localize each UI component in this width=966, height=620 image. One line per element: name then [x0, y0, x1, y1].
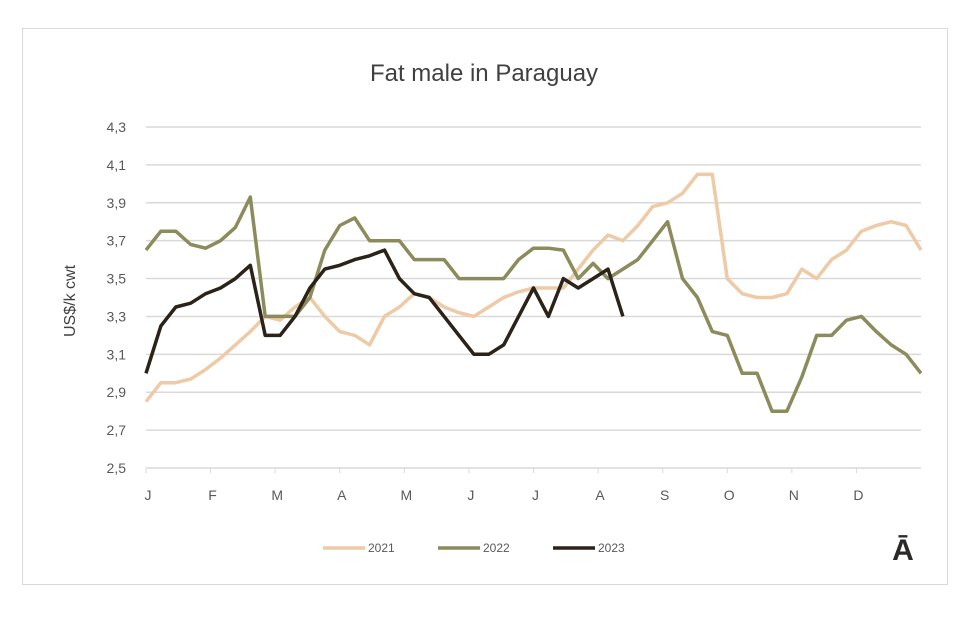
x-tick-label: D: [853, 487, 863, 503]
x-tick-label: S: [660, 487, 669, 503]
legend-label: 2023: [598, 541, 625, 555]
y-tick-label: 3,5: [107, 271, 127, 287]
y-axis-label: US$/k cwt: [62, 264, 79, 337]
x-tick-label: O: [724, 487, 735, 503]
legend-label: 2021: [368, 541, 395, 555]
y-tick-label: 4,3: [107, 119, 127, 135]
x-tick-label: N: [789, 487, 799, 503]
x-tick-label: J: [467, 487, 474, 503]
x-tick-label: A: [337, 487, 347, 503]
y-tick-label: 3,3: [107, 308, 127, 324]
brand-logo: Ā: [892, 534, 914, 567]
chart-frame: Fat male in Paraguay US$/k cwt 2,5 2,7 2,9…: [22, 28, 948, 585]
legend-label: 2022: [483, 541, 510, 555]
y-tick-label: 4,1: [107, 157, 127, 173]
x-tick-label: M: [271, 487, 283, 503]
x-tick-label: M: [400, 487, 412, 503]
chart-title: Fat male in Paraguay: [370, 60, 598, 87]
series-line-2022: [144, 195, 923, 413]
y-tick-label: 2,9: [107, 384, 127, 400]
x-tick-label: J: [145, 487, 152, 503]
y-tick-label: 3,1: [107, 346, 127, 362]
y-tick-label: 3,9: [107, 195, 127, 211]
line-chart: Fat male in Paraguay US$/k cwt 2,5 2,7 2,9…: [62, 60, 923, 567]
y-tick-label: 2,7: [107, 422, 127, 438]
x-tick-label: F: [208, 487, 217, 503]
series-line-2023: [144, 248, 625, 374]
y-tick-label: 3,7: [107, 233, 127, 249]
x-tick-label: J: [532, 487, 539, 503]
x-tick-label: A: [595, 487, 605, 503]
y-tick-label: 2,5: [107, 460, 127, 476]
